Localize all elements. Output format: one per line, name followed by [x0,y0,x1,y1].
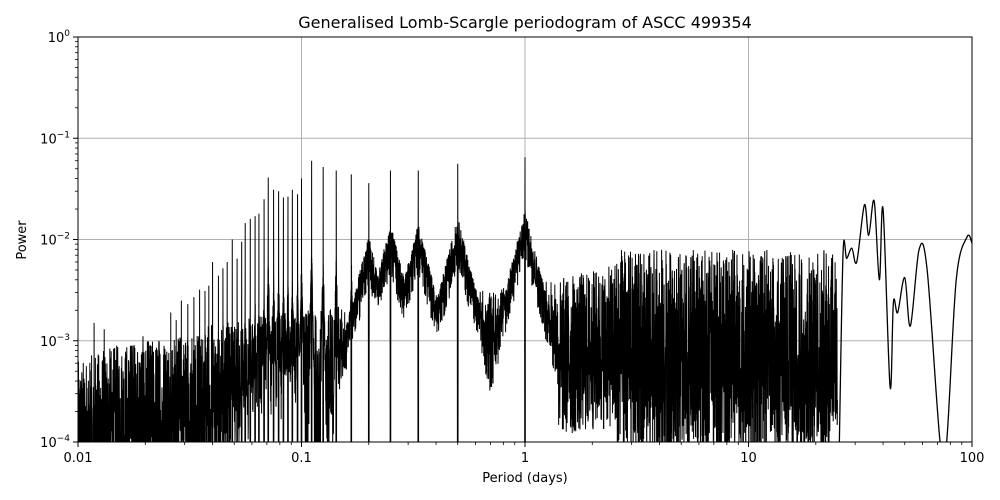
periodogram-noise-line [78,157,838,442]
axis-ticks [73,36,973,447]
y-tick-label: 100 [48,29,71,46]
y-tick-labels: 10−4 10−3 10−2 10−1 100 [40,29,70,451]
x-tick-label: 100 [960,451,985,466]
y-tick-label: 10−4 [40,434,70,451]
periodogram-long-period-line [838,199,972,442]
plot-area [78,157,972,442]
periodogram-series [78,157,972,442]
y-axis-label: Power [15,220,30,260]
y-tick-label: 10−1 [40,130,70,147]
y-tick-label: 10−3 [40,333,70,350]
chart-title: Generalised Lomb-Scargle periodogram of … [298,13,752,32]
y-tick-label: 10−2 [40,232,70,249]
x-tick-labels: 0.01 0.1 1 10 100 [64,451,985,466]
x-tick-label: 0.01 [64,451,93,466]
x-tick-label: 0.1 [291,451,312,466]
x-axis-label: Period (days) [482,471,568,486]
x-tick-label: 1 [521,451,529,466]
x-tick-label: 10 [740,451,757,466]
